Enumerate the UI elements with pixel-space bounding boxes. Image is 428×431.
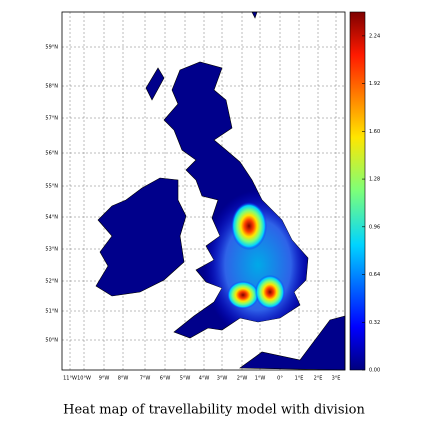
colorbar-tick-label: 0.96	[369, 224, 380, 230]
lat-label: 52°N	[45, 279, 58, 285]
lat-label: 54°N	[45, 215, 58, 221]
lon-label: 3°E	[332, 376, 341, 382]
france	[239, 315, 346, 371]
lon-label: 8°W	[118, 376, 129, 382]
lat-label: 56°N	[45, 151, 58, 157]
lon-label: 1°E	[295, 376, 304, 382]
colorbar-tick-label: 1.60	[369, 129, 380, 135]
lat-label: 50°N	[45, 338, 58, 344]
heat-spot	[227, 281, 259, 309]
lat-label: 53°N	[45, 247, 58, 253]
lat-label: 57°N	[45, 116, 58, 122]
lon-label: 2°E	[314, 376, 323, 382]
lon-label: 6°W	[160, 376, 171, 382]
ireland	[95, 177, 187, 297]
lon-label: 5°W	[180, 376, 191, 382]
heat	[203, 190, 308, 338]
colorbar-tick-label: 1.92	[369, 81, 380, 87]
lon-label: 3°W	[217, 376, 228, 382]
lon-label: 11°W	[63, 376, 77, 382]
heat-spot	[231, 202, 267, 250]
lon-label: 1°W	[255, 376, 266, 382]
lon-label: 0°	[277, 376, 283, 382]
heat-spot	[255, 275, 285, 309]
lat-label: 55°N	[45, 184, 58, 190]
colorbar-tick-label: 0.32	[369, 320, 380, 326]
colorbar-tick-label: 0.64	[369, 272, 380, 278]
lon-label: 10°W	[77, 376, 91, 382]
shetland	[251, 11, 258, 19]
lon-label: 7°W	[140, 376, 151, 382]
lat-label: 59°N	[45, 45, 58, 51]
lon-label: 2°W	[237, 376, 248, 382]
hebrides	[145, 67, 165, 101]
lat-label: 51°N	[45, 309, 58, 315]
colorbar-tick-label: 2.24	[369, 33, 380, 39]
map-frame	[61, 11, 346, 371]
lon-label: 9°W	[99, 376, 110, 382]
colorbar-tick-label: 1.28	[369, 177, 380, 183]
lat-label: 58°N	[45, 84, 58, 90]
lon-label: 4°W	[199, 376, 210, 382]
caption: Heat map of travellability model with di…	[63, 403, 365, 418]
colorbar-tick-label: 0.00	[369, 368, 380, 374]
colorbar	[349, 11, 366, 371]
